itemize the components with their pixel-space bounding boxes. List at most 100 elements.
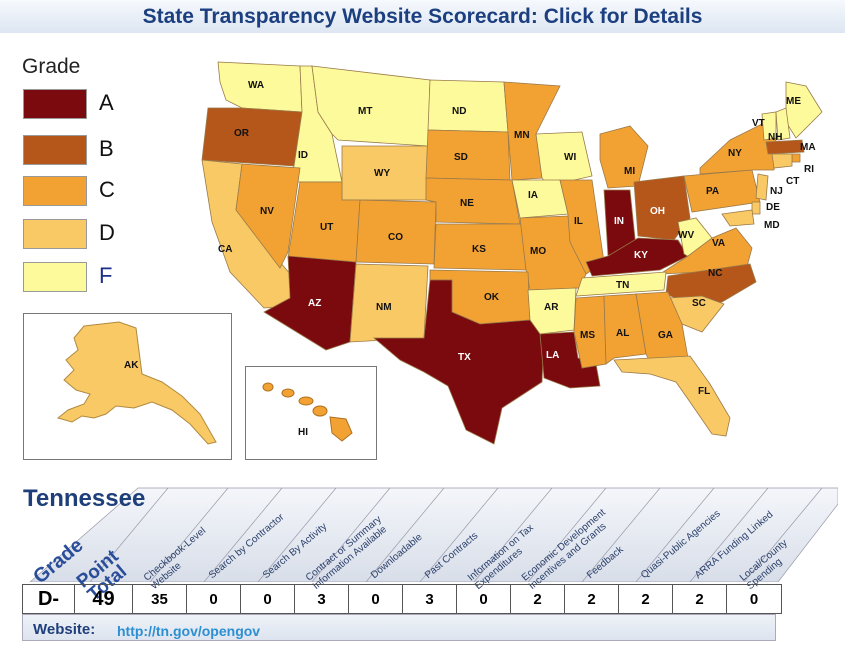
- state-label-md: MD: [764, 220, 780, 231]
- state-tx[interactable]: [372, 279, 545, 445]
- legend-label-a: A: [99, 90, 114, 115]
- state-label-ky: KY: [634, 250, 648, 261]
- score-row: D- 49 35 0 0 3 0 3 0 2 2 2 2 0: [22, 584, 782, 614]
- state-tn[interactable]: [575, 271, 667, 297]
- score-past-contracts: 3: [403, 585, 457, 613]
- state-ri[interactable]: [791, 153, 801, 163]
- state-nd[interactable]: [427, 79, 509, 133]
- state-sd[interactable]: [425, 129, 511, 181]
- state-label-nv: NV: [260, 206, 274, 217]
- alaska-inset: AK: [23, 313, 232, 460]
- state-mi[interactable]: [599, 125, 649, 189]
- state-label-sc: SC: [692, 298, 706, 309]
- state-label-az: AZ: [308, 298, 321, 309]
- state-label-ut: UT: [320, 222, 333, 233]
- legend-label-d: D: [99, 220, 115, 245]
- state-ia[interactable]: [511, 179, 569, 219]
- state-de[interactable]: [751, 201, 761, 215]
- score-tax-expenditures: 0: [457, 585, 511, 613]
- state-label-ca: CA: [218, 244, 232, 255]
- state-hi[interactable]: [262, 382, 353, 442]
- state-label-de: DE: [766, 202, 780, 213]
- website-link[interactable]: http://tn.gov/opengov: [117, 623, 261, 639]
- score-economic-development: 2: [511, 585, 565, 613]
- state-label-ct: CT: [786, 176, 799, 187]
- state-ma[interactable]: [765, 139, 805, 155]
- legend-swatch-b: [23, 135, 87, 165]
- state-ak[interactable]: [56, 321, 217, 445]
- hawaii-inset: HI: [245, 366, 377, 460]
- score-contract-summary: 3: [295, 585, 349, 613]
- state-ms[interactable]: [573, 295, 607, 369]
- state-nh[interactable]: [775, 107, 791, 141]
- state-labels: WA OR ID MT ND MN WY SD WI MI NV UT CO N…: [218, 80, 816, 397]
- state-label-al: AL: [616, 328, 629, 339]
- state-label-ne: NE: [460, 198, 474, 209]
- score-grade: D-: [23, 585, 75, 613]
- state-ct[interactable]: [771, 153, 793, 169]
- state-me[interactable]: [785, 81, 823, 139]
- state-label-tn: TN: [616, 280, 629, 291]
- score-feedback: 2: [565, 585, 619, 613]
- state-label-id: ID: [298, 150, 308, 161]
- legend-item-c[interactable]: C: [23, 176, 143, 209]
- us-map: WA OR ID MT ND MN WY SD WI MI NV UT CO N…: [201, 61, 823, 445]
- state-al[interactable]: [603, 293, 647, 365]
- column-header-band: [29, 487, 838, 582]
- state-label-nm: NM: [376, 302, 392, 313]
- state-label-ny: NY: [728, 148, 742, 159]
- state-label-in: IN: [614, 216, 624, 227]
- legend-swatch-d: [23, 219, 87, 249]
- state-label-ks: KS: [472, 244, 486, 255]
- state-label-il: IL: [574, 216, 583, 227]
- score-downloadable: 0: [349, 585, 403, 613]
- state-md[interactable]: [721, 209, 755, 227]
- legend-swatch-c: [23, 176, 87, 206]
- state-label-wi: WI: [564, 152, 576, 163]
- state-label-mn: MN: [514, 130, 530, 141]
- state-or[interactable]: [201, 107, 303, 167]
- state-label-ak: AK: [124, 360, 139, 371]
- state-label-wy: WY: [374, 168, 390, 179]
- state-nv[interactable]: [235, 163, 301, 269]
- state-label-ri: RI: [804, 164, 814, 175]
- state-label-tx: TX: [458, 352, 471, 363]
- state-label-nh: NH: [768, 132, 782, 143]
- legend-label-c: C: [99, 177, 115, 202]
- legend-label-f: F: [99, 263, 113, 288]
- state-label-ms: MS: [580, 330, 595, 341]
- state-nj[interactable]: [755, 173, 769, 201]
- state-az[interactable]: [263, 255, 357, 351]
- state-label-mt: MT: [358, 106, 372, 117]
- state-label-wa: WA: [248, 80, 264, 91]
- legend-item-d[interactable]: D: [23, 219, 143, 252]
- score-quasi-public: 2: [619, 585, 673, 613]
- legend-item-b[interactable]: B: [23, 135, 143, 168]
- legend-title: Grade: [22, 55, 81, 78]
- state-label-fl: FL: [698, 386, 710, 397]
- hawaii-map: HI: [262, 382, 353, 442]
- state-label-nj: NJ: [770, 186, 783, 197]
- state-label-ar: AR: [544, 302, 559, 313]
- state-label-me: ME: [786, 96, 801, 107]
- title-bar: State Transparency Website Scorecard: Cl…: [0, 0, 845, 33]
- state-label-vt: VT: [752, 118, 765, 129]
- state-ar[interactable]: [527, 287, 577, 335]
- legend-item-a[interactable]: A: [23, 89, 143, 122]
- score-search-contractor: 0: [187, 585, 241, 613]
- score-local-county: 0: [749, 590, 759, 608]
- legend-label-b: B: [99, 136, 114, 161]
- page-title[interactable]: State Transparency Website Scorecard: Cl…: [142, 5, 703, 28]
- state-pa[interactable]: [683, 169, 761, 213]
- state-fl[interactable]: [613, 355, 731, 437]
- legend-item-f[interactable]: F: [23, 262, 143, 295]
- state-label-mo: MO: [530, 246, 546, 257]
- website-bar: Website: http://tn.gov/opengov: [22, 614, 776, 641]
- state-vt[interactable]: [761, 111, 777, 141]
- score-search-activity: 0: [241, 585, 295, 613]
- state-label-nc: NC: [708, 268, 722, 279]
- state-label-la: LA: [546, 350, 559, 361]
- state-label-ga: GA: [658, 330, 673, 341]
- header-band-bg: [29, 487, 838, 582]
- state-label-mi: MI: [624, 166, 635, 177]
